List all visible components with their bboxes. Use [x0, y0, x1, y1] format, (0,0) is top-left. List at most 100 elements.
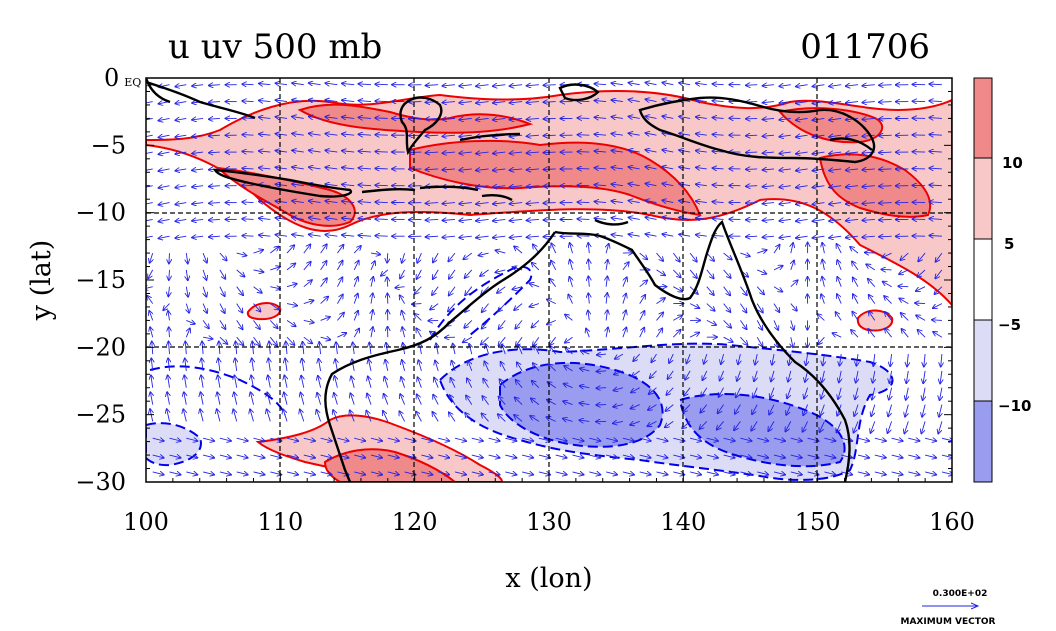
wind-vector — [662, 167, 674, 169]
wind-vector — [570, 260, 573, 271]
wind-vector — [209, 236, 220, 237]
wind-vector — [813, 102, 825, 104]
wind-vector — [813, 236, 825, 238]
wind-vector — [433, 395, 439, 405]
wind-vector — [941, 472, 952, 475]
wind-vector — [772, 354, 774, 365]
wind-vector — [499, 320, 506, 329]
wind-vector — [829, 152, 842, 154]
wind-vector — [463, 336, 473, 342]
wind-vector — [796, 236, 808, 238]
wind-vector — [612, 117, 623, 119]
wind-vector — [219, 303, 225, 313]
wind-vector — [645, 83, 657, 85]
wind-vector — [276, 151, 288, 153]
wind-vector — [862, 102, 875, 103]
wind-vector — [565, 348, 573, 355]
wind-vector — [679, 150, 691, 152]
wind-vector — [303, 336, 312, 343]
wind-vector — [853, 278, 859, 287]
wind-vector — [589, 455, 600, 458]
wind-vector — [309, 234, 321, 236]
wind-vector — [184, 392, 187, 405]
wind-vector — [370, 455, 382, 458]
wind-vector — [292, 117, 304, 119]
wind-vector — [713, 118, 724, 119]
wind-vector — [822, 260, 824, 270]
wind-vector — [384, 377, 387, 388]
wind-vector — [595, 84, 607, 85]
wind-vector — [366, 411, 372, 422]
x-tick-label: 150 — [795, 508, 841, 536]
wind-vector — [209, 219, 220, 220]
wind-vector — [632, 370, 640, 377]
wind-vector — [512, 287, 523, 290]
wind-vector — [449, 286, 456, 296]
wind-vector — [740, 286, 747, 296]
wind-vector — [159, 219, 170, 221]
wind-vector — [436, 343, 438, 355]
wind-vector — [538, 472, 550, 475]
wind-vector — [696, 235, 707, 237]
wind-vector — [159, 186, 170, 188]
wind-vector — [779, 236, 791, 238]
wind-vector — [236, 303, 243, 313]
wind-vector — [219, 269, 225, 279]
wind-vector — [790, 455, 802, 458]
wind-vector — [606, 244, 609, 254]
wind-vector — [869, 295, 876, 304]
wind-vector — [890, 354, 892, 366]
wind-vector — [371, 310, 373, 321]
wind-vector — [510, 135, 523, 136]
wind-vector — [821, 294, 824, 304]
wind-vector — [824, 438, 835, 441]
y-tick-label: −20 — [75, 333, 126, 361]
wind-vector — [768, 421, 775, 431]
wind-vector — [320, 261, 327, 271]
wind-vector — [696, 117, 707, 119]
wind-vector — [454, 472, 466, 475]
wind-vector — [639, 295, 646, 304]
x-tick-label: 100 — [123, 508, 169, 536]
wind-vector — [770, 387, 775, 398]
wind-vector — [595, 218, 607, 219]
wind-vector — [869, 312, 876, 321]
wind-vector — [354, 455, 365, 458]
wind-vector — [309, 218, 321, 220]
wind-vector — [891, 472, 903, 475]
wind-vector — [501, 362, 506, 372]
wind-vector — [665, 404, 674, 412]
wind-vector — [463, 252, 473, 259]
wind-vector — [769, 404, 775, 415]
wind-vector — [175, 152, 187, 154]
wind-vector — [400, 269, 405, 279]
wind-vector — [865, 253, 875, 254]
wind-vector — [649, 387, 657, 394]
wind-vector — [719, 387, 724, 397]
wind-vector — [746, 169, 758, 170]
wind-vector — [757, 250, 766, 253]
wind-vector — [325, 150, 338, 152]
wind-vector — [385, 360, 388, 372]
wind-vector — [629, 167, 640, 169]
wind-vector — [320, 278, 327, 287]
wind-vector — [370, 261, 375, 271]
wind-vector — [888, 404, 893, 417]
wind-vector — [668, 370, 674, 379]
wind-vector — [581, 351, 590, 355]
wind-vector — [476, 236, 489, 238]
wind-vector — [639, 455, 651, 458]
wind-vector — [320, 244, 327, 254]
wind-vector — [862, 169, 875, 170]
wind-vector — [482, 320, 489, 328]
coast-java — [212, 168, 353, 198]
wind-vector — [796, 203, 808, 205]
wind-vector — [375, 84, 388, 85]
wind-vector — [702, 370, 708, 380]
wind-vector — [689, 472, 701, 475]
wind-vector — [150, 252, 153, 263]
wind-vector — [586, 329, 589, 338]
wind-vector — [342, 168, 355, 169]
wind-vector — [484, 361, 490, 372]
wind-vector — [622, 277, 627, 287]
